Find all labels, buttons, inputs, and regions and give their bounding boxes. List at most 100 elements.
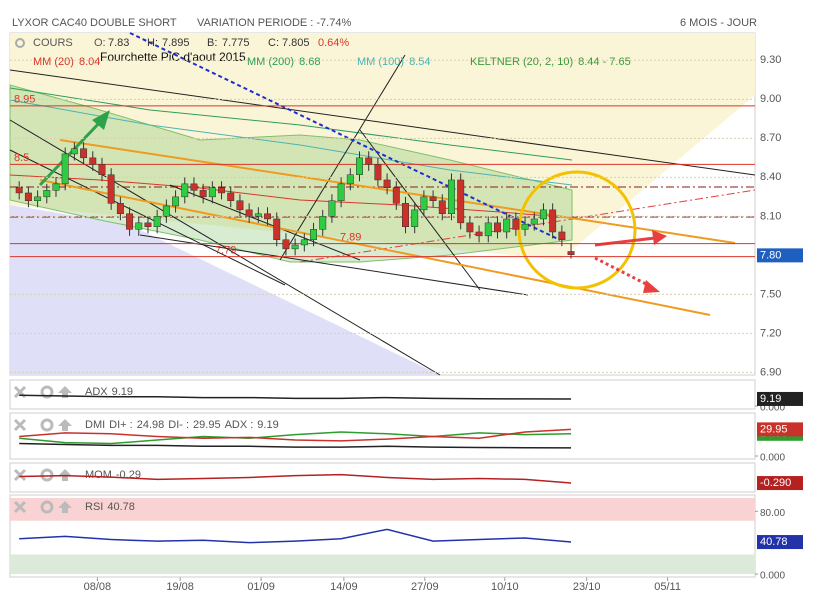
candle-body [494, 222, 501, 233]
settings-icon[interactable] [40, 468, 54, 482]
series-value: 9.19 [257, 419, 278, 431]
candle-body [52, 183, 60, 191]
move-icon[interactable] [58, 419, 72, 431]
candle-body [190, 183, 198, 191]
candle-body [466, 222, 474, 233]
indicator-header: ADX 9.19 [85, 386, 133, 398]
candle-body [429, 196, 437, 201]
candle-body [558, 231, 566, 241]
last-value-label: 9.19 [760, 393, 781, 405]
candle-body [567, 251, 575, 255]
series-line [19, 428, 572, 442]
candle-body [15, 187, 23, 194]
y-tick-label: 0.000 [760, 571, 785, 582]
candle-body [181, 183, 189, 198]
candle-body [411, 209, 419, 228]
candle-body [199, 190, 207, 198]
candle-body [144, 222, 152, 228]
y-tick-label: 8.70 [760, 132, 781, 144]
x-tick-label: 01/09 [247, 581, 275, 593]
candle-body [89, 157, 97, 165]
x-tick-label: 14/09 [330, 581, 358, 593]
variation: VARIATION PERIODE : -7.74% [197, 17, 351, 29]
candle-body [24, 192, 32, 201]
candle-body [80, 148, 88, 159]
y-tick-label: 80.00 [760, 508, 785, 519]
indicator-panel [9, 462, 756, 493]
indicator-panel [9, 494, 756, 578]
zone [10, 498, 755, 521]
close-icon[interactable] [13, 468, 27, 482]
arrow-head [92, 110, 110, 130]
legend-value: 7.895 [162, 37, 190, 49]
last-value-box [757, 391, 803, 406]
candle-body [346, 174, 354, 185]
series-line [19, 442, 572, 449]
zone [10, 554, 755, 574]
candle-body [503, 218, 511, 233]
candle-body [254, 213, 262, 217]
series-line [19, 431, 572, 445]
moving-average [9, 174, 573, 219]
trend-line [169, 184, 361, 261]
trend-line [9, 119, 441, 376]
candle-body [402, 203, 409, 228]
legend-change: 0.64% [318, 37, 349, 49]
y-tick-label: 7.50 [760, 288, 781, 300]
settings-icon[interactable] [40, 418, 54, 432]
indicator-header: DMI DI+ : 24.98 DI- : 29.95 ADX :9.19 [85, 419, 279, 431]
legend-name: MM (200) [247, 56, 294, 68]
candle-body [539, 209, 547, 220]
legend-value: 8.68 [299, 56, 320, 68]
trend-line [9, 69, 756, 176]
current-price-box [757, 248, 803, 263]
candle-body [512, 218, 520, 230]
y-tick-label: 0.000 [760, 403, 785, 414]
last-value-box [757, 476, 803, 491]
last-value-label: 29.95 [760, 423, 788, 435]
candle-body [475, 231, 483, 237]
legend-value: 8.44 - 7.65 [578, 56, 631, 68]
settings-icon[interactable] [40, 385, 54, 399]
indicator-title: DMI [85, 419, 105, 431]
candle-body [310, 229, 317, 241]
series-line [19, 394, 572, 400]
legend-label: H: [147, 37, 158, 49]
y-tick-label: 9.00 [760, 93, 781, 105]
trend-line [279, 54, 406, 261]
candle-body [236, 200, 244, 211]
current-price-label: 7.80 [760, 249, 781, 261]
candle-body [153, 216, 161, 228]
close-icon[interactable] [13, 418, 27, 432]
candle-body [392, 187, 400, 204]
legend-value: 8.04 [79, 56, 100, 68]
y-tick-label: 8.40 [760, 171, 781, 183]
arrow-head [643, 280, 660, 293]
series-name: ADX : [225, 419, 254, 431]
candle-body [328, 200, 336, 217]
candle-body [70, 148, 78, 155]
candle-body [448, 179, 455, 215]
series-name: DI+ : [109, 419, 133, 431]
candle-body [218, 187, 226, 194]
candle-body [374, 164, 382, 181]
candle-body [319, 216, 327, 230]
settings-icon[interactable] [15, 38, 25, 48]
moving-average [9, 87, 573, 161]
candle-body [484, 222, 492, 237]
move-icon[interactable] [58, 386, 72, 398]
legend-value: 7.775 [222, 37, 250, 49]
trend-line [129, 32, 561, 241]
candle-body [282, 239, 290, 250]
series-name: DI- : [168, 419, 189, 431]
y-tick-label: 8.10 [760, 210, 781, 222]
series-line [19, 528, 572, 544]
indicator-title: MOM [85, 469, 112, 481]
move-icon[interactable] [58, 501, 72, 513]
indicator-title: ADX [85, 386, 108, 398]
x-tick-label: 10/10 [491, 581, 519, 593]
settings-icon[interactable] [40, 500, 54, 514]
close-icon[interactable] [13, 500, 27, 514]
background-zone [10, 33, 755, 260]
